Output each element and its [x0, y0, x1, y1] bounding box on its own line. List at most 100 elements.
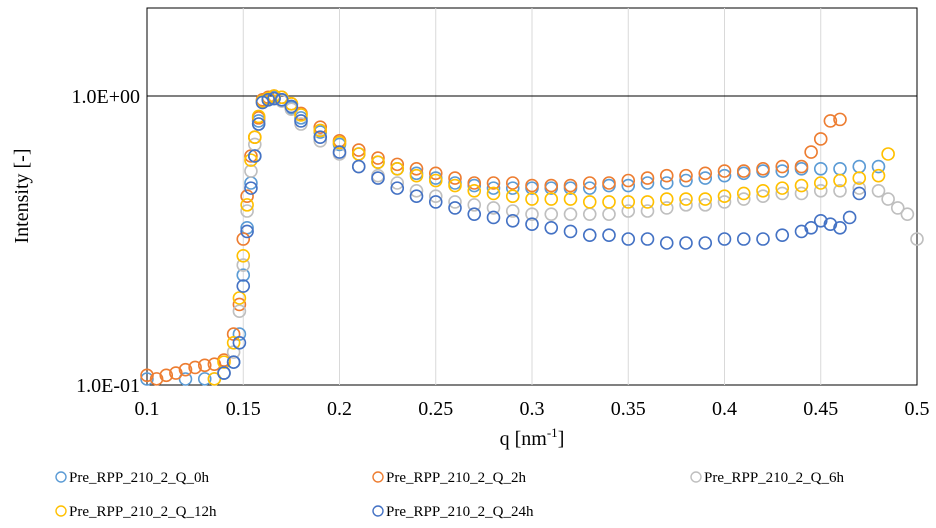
data-point — [313, 133, 328, 148]
data-point — [698, 236, 713, 250]
x-tick-label: 0.45 — [803, 398, 838, 420]
data-point — [217, 366, 231, 380]
data-point — [544, 192, 559, 206]
data-point — [188, 360, 202, 375]
data-point — [178, 372, 193, 386]
data-point — [756, 161, 770, 176]
data-point — [140, 372, 154, 386]
data-point — [409, 183, 424, 198]
data-point — [640, 171, 655, 185]
data-point — [236, 279, 251, 293]
data-point — [236, 258, 251, 272]
data-point — [563, 224, 578, 239]
data-point — [659, 236, 674, 250]
legend-marker — [55, 471, 67, 483]
x-tick-label: 0.4 — [712, 398, 737, 420]
x-tick-label: 0.35 — [611, 398, 646, 420]
data-point — [679, 173, 693, 188]
data-point — [679, 236, 693, 250]
data-point — [621, 173, 636, 188]
data-point — [351, 159, 366, 174]
data-point — [178, 362, 193, 377]
data-point — [582, 195, 597, 209]
data-point — [563, 192, 578, 206]
data-point — [756, 232, 770, 246]
data-point — [390, 157, 405, 172]
data-point — [240, 198, 254, 212]
data-point — [244, 164, 258, 178]
data-point — [505, 181, 520, 195]
data-point — [736, 186, 751, 201]
data-point — [467, 176, 482, 190]
data-point — [428, 173, 443, 188]
data-point — [313, 123, 328, 138]
data-point — [486, 210, 501, 225]
data-point — [467, 183, 482, 198]
data-point — [775, 164, 790, 178]
data-point — [775, 228, 790, 242]
data-point — [267, 91, 281, 106]
y-tick-label: 1.0E-01 — [76, 375, 140, 397]
data-point — [823, 114, 838, 128]
data-point — [775, 159, 790, 174]
data-point — [351, 143, 366, 157]
data-point — [525, 192, 539, 206]
data-point — [794, 178, 809, 193]
legend-marker — [690, 471, 702, 483]
data-point — [240, 224, 254, 239]
data-point — [813, 161, 828, 176]
data-point — [775, 181, 790, 195]
data-point — [602, 195, 616, 209]
data-point — [544, 207, 559, 221]
data-point — [833, 112, 847, 127]
data-point — [197, 372, 212, 386]
data-point — [448, 201, 462, 215]
data-point — [332, 135, 347, 150]
data-point — [149, 372, 164, 386]
x-tick-label: 0.1 — [135, 398, 160, 420]
data-point — [698, 171, 713, 185]
data-point — [679, 168, 693, 183]
data-point — [621, 204, 636, 218]
data-series — [140, 89, 924, 386]
data-point — [217, 355, 231, 369]
legend-label: Pre_RPP_210_2_Q_2h — [386, 470, 527, 486]
legend-label: Pre_RPP_210_2_Q_12h — [69, 504, 217, 520]
y-axis-title: Intensity [-] — [11, 149, 33, 244]
data-point — [505, 204, 520, 218]
data-point — [244, 153, 258, 167]
data-point — [659, 168, 674, 183]
data-point — [544, 178, 559, 193]
data-point — [390, 161, 405, 176]
data-point — [900, 207, 915, 221]
data-point — [852, 171, 867, 185]
data-point — [505, 189, 520, 204]
data-point — [881, 147, 895, 161]
data-point — [602, 176, 616, 190]
data-point — [467, 198, 482, 212]
data-point — [274, 93, 289, 107]
data-point — [833, 173, 847, 188]
legend: Pre_RPP_210_2_Q_0h Pre_RPP_210_2_Q_2h Pre_… — [55, 470, 845, 520]
data-point — [232, 291, 247, 305]
data-point — [525, 207, 539, 221]
data-point — [428, 166, 443, 181]
data-point — [833, 220, 847, 235]
data-point — [207, 372, 222, 386]
data-point — [813, 213, 828, 228]
data-point — [582, 181, 597, 195]
legend-item: Pre_RPP_210_2_Q_0h — [55, 470, 210, 486]
data-point — [140, 368, 154, 383]
data-point — [756, 189, 770, 204]
data-point — [226, 335, 241, 350]
data-point — [486, 201, 501, 215]
data-point — [428, 195, 443, 209]
data-point — [236, 248, 251, 263]
x-tick-labels: 0.1 0.15 0.2 0.25 0.3 0.35 0.4 0.45 0.5 — [135, 398, 930, 420]
data-point — [621, 178, 636, 193]
legend-marker — [372, 505, 384, 517]
data-point — [390, 181, 405, 195]
data-point — [871, 168, 886, 183]
data-point — [775, 186, 790, 201]
legend-item: Pre_RPP_210_2_Q_12h — [55, 504, 217, 520]
